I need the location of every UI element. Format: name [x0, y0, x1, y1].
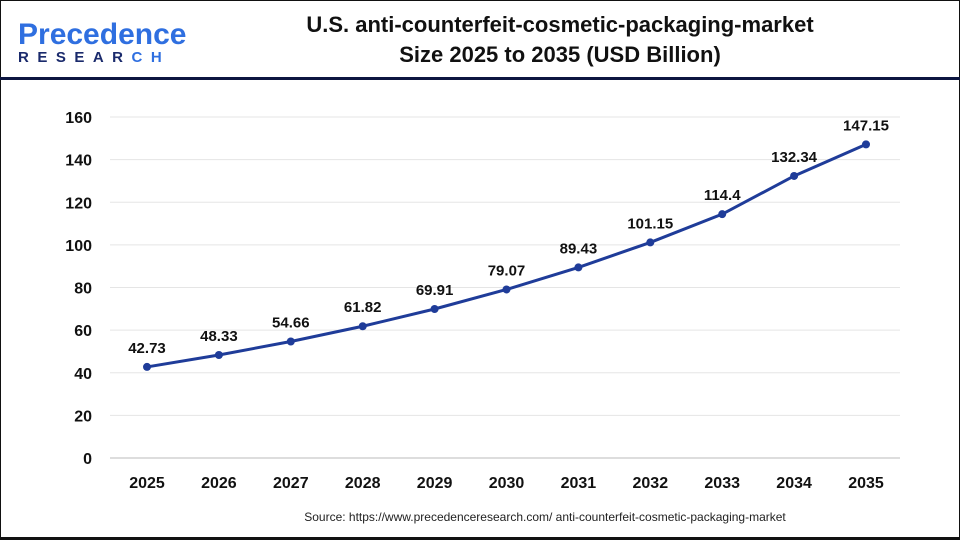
data-label: 48.33: [200, 328, 238, 345]
data-point: [718, 210, 727, 219]
data-point: [574, 263, 583, 272]
x-tick-label: 2025: [129, 475, 165, 492]
y-tick-label: 20: [74, 408, 92, 425]
x-tick-label: 2027: [273, 475, 309, 492]
data-point: [143, 362, 151, 371]
x-tick-label: 2029: [417, 475, 453, 492]
y-tick-label: 60: [74, 323, 92, 340]
data-label: 42.73: [128, 340, 166, 357]
data-label: 101.15: [627, 215, 673, 232]
x-tick-label: 2026: [201, 475, 237, 492]
x-tick-label: 2030: [489, 475, 525, 492]
data-label: 69.91: [416, 282, 454, 299]
data-point: [286, 337, 295, 346]
x-tick-label: 2033: [704, 475, 740, 492]
x-tick-label: 2035: [848, 475, 884, 492]
x-tick-label: 2034: [776, 475, 812, 492]
data-point: [358, 322, 367, 331]
y-tick-label: 140: [65, 153, 92, 170]
data-label: 61.82: [344, 299, 382, 316]
x-tick-label: 2028: [345, 475, 381, 492]
y-tick-label: 40: [74, 366, 92, 383]
data-label: 79.07: [488, 262, 526, 279]
y-tick-label: 160: [65, 110, 92, 127]
y-tick-label: 120: [65, 195, 92, 212]
data-label: 89.43: [560, 240, 598, 257]
data-label: 114.4: [704, 187, 741, 204]
precedence-research-logo: Precedence RESEARCH: [18, 18, 187, 67]
data-point: [646, 238, 655, 247]
bottom-divider: [0, 537, 960, 540]
data-point: [862, 140, 870, 149]
title-line-2: Size 2025 to 2035 (USD Billion): [399, 42, 721, 67]
series-line: [146, 143, 867, 369]
title-line-1: U.S. anti-counterfeit-cosmetic-packaging…: [306, 12, 814, 37]
data-label: 54.66: [272, 315, 310, 332]
data-point: [502, 285, 511, 294]
source-note: Source: https://www.precedenceresearch.c…: [304, 510, 786, 524]
x-tick-label: 2032: [633, 475, 669, 492]
y-tick-label: 0: [83, 451, 92, 468]
data-label: 147.15: [843, 117, 889, 134]
y-tick-label: 100: [65, 238, 92, 255]
y-tick-label: 80: [74, 281, 92, 298]
data-point: [430, 305, 439, 314]
chart-title: U.S. anti-counterfeit-cosmetic-packaging…: [230, 10, 890, 70]
header: Precedence RESEARCH U.S. anti-counterfei…: [0, 0, 960, 80]
x-tick-label: 2031: [561, 475, 597, 492]
data-label: 132.34: [771, 149, 818, 166]
data-point: [790, 171, 799, 180]
data-point: [214, 350, 223, 359]
